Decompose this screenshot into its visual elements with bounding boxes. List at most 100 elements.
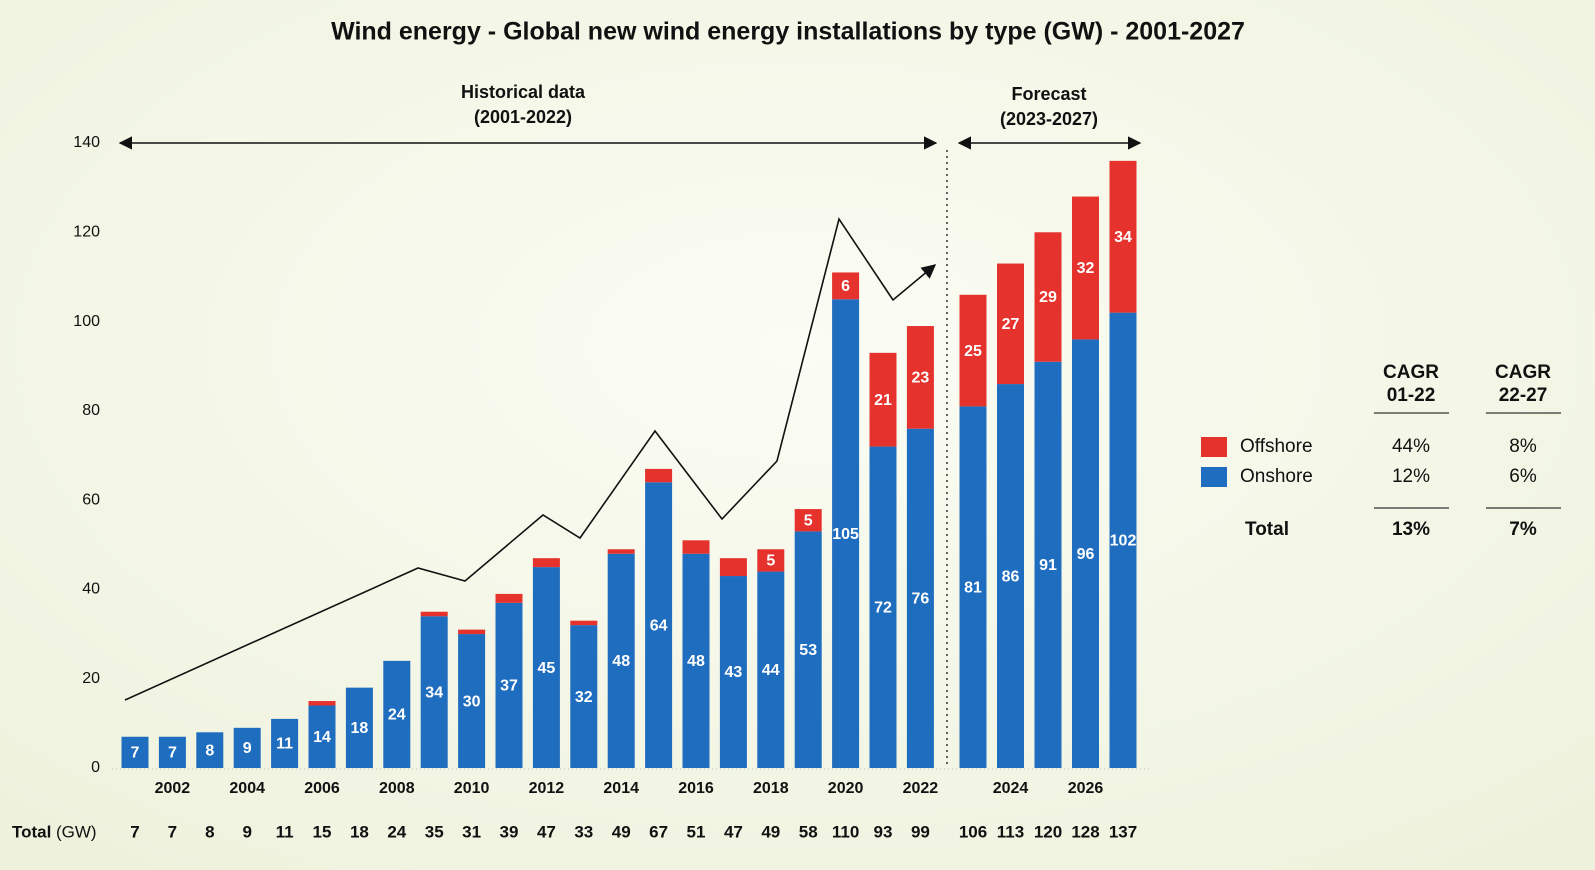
bar-segment [570,625,598,768]
bar-segment [233,727,261,768]
data-label: 105 [832,526,859,543]
bar-segment [271,718,299,768]
data-label: 44 [762,662,780,679]
bar-segment [532,567,560,768]
data-label: 43 [725,664,743,681]
bar-segment [959,406,987,768]
bar-segment [1072,196,1099,340]
total-value: 128 [1071,822,1099,841]
bar-segment [997,263,1024,385]
legend-swatch [1201,467,1227,487]
data-label: 11 [276,736,293,753]
total-value: 8 [205,822,214,841]
bar-segment [719,576,747,768]
table-header: CAGR [1495,362,1551,383]
bar-segment [420,616,448,768]
annotation: Forecast [1011,84,1086,104]
data-label: 5 [766,553,775,570]
total-value: 120 [1034,822,1062,841]
total-value: 47 [724,822,743,841]
bar-segment [495,602,523,768]
data-label: 27 [1002,316,1020,333]
total-value: 137 [1109,822,1137,841]
total-value: 110 [832,822,859,841]
bar-segment [383,660,411,768]
total-value: 47 [537,822,556,841]
data-label: 48 [687,653,705,670]
bar-segment [794,531,822,768]
bar-segment [1034,361,1062,768]
table-header: 22-27 [1499,385,1548,406]
x-tick-label: 2024 [993,780,1029,797]
data-label: 14 [313,729,331,746]
data-label: 21 [874,392,892,409]
chart-title: Wind energy - Global new wind energy ins… [331,18,1245,46]
bar-segment [458,634,486,768]
total-value: 7 [168,822,177,841]
data-label: 6 [841,278,850,295]
x-tick-label: 2006 [304,780,340,797]
data-label: 25 [964,343,982,360]
data-label: 76 [912,591,930,608]
total-value: 18 [350,822,369,841]
bar-segment [308,701,336,706]
total-value: 35 [425,822,444,841]
data-label: 72 [874,600,892,617]
y-tick-label: 20 [82,670,100,687]
total-value: 31 [462,822,481,841]
bar-segment [682,540,710,554]
data-label: 45 [538,660,556,677]
table-cell: 12% [1392,466,1430,487]
x-tick-label: 2008 [379,780,415,797]
y-tick-label: 100 [73,313,100,330]
bar-segment [1109,312,1137,768]
total-value: 9 [242,822,251,841]
data-label: 64 [650,617,668,634]
bar-segment [121,736,149,768]
data-label: 32 [575,689,593,706]
x-tick-label: 2012 [529,780,565,797]
bar-segment [645,468,673,483]
bar-segment [308,705,336,768]
data-label: 24 [388,707,406,724]
table-header: 01-22 [1387,385,1436,406]
total-value: 33 [574,822,593,841]
bar-segment [196,732,224,768]
total-value: 49 [761,822,780,841]
total-value: 58 [799,822,818,841]
data-label: 8 [205,742,214,759]
x-tick-label: 2014 [603,780,639,797]
table-cell: 7% [1509,519,1537,540]
total-value: 24 [387,822,406,841]
totals-label: Total [12,822,51,841]
data-label: 91 [1039,557,1057,574]
y-tick-label: 40 [82,581,100,598]
bar-segment [570,620,598,626]
table-row-label: Total [1245,519,1289,540]
data-label: 37 [500,678,518,695]
data-label: 30 [463,693,481,710]
data-label: 18 [351,720,369,737]
legend-label: Offshore [1240,436,1313,457]
bar-segment [906,326,934,429]
bar-segment [832,272,860,300]
bar-segment [1072,339,1099,768]
data-label: 34 [1114,229,1132,246]
bar-segment [1109,160,1137,313]
total-value: 99 [911,822,930,841]
total-value: 113 [997,822,1024,841]
annotation: Historical data [461,82,586,102]
data-label: 5 [804,512,813,529]
bar-segment [158,736,186,768]
x-tick-label: 2010 [454,780,490,797]
total-value: 51 [687,822,706,841]
bar-segment [420,611,448,617]
x-tick-label: 2020 [828,780,864,797]
table-cell: 44% [1392,436,1430,457]
y-tick-label: 60 [82,491,100,508]
bar-segment [757,549,785,572]
table-cell: 13% [1392,519,1430,540]
table-header: CAGR [1383,362,1439,383]
legend-label: Onshore [1240,466,1313,487]
